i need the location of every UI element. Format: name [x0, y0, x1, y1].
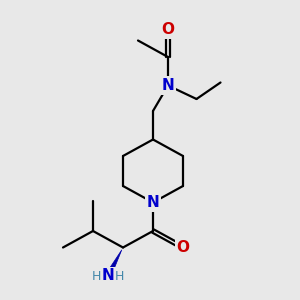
Text: N: N	[147, 195, 159, 210]
Text: H: H	[92, 269, 101, 283]
Text: O: O	[176, 240, 190, 255]
Text: O: O	[161, 22, 175, 38]
Text: N: N	[102, 268, 114, 284]
Text: H: H	[115, 269, 124, 283]
Text: N: N	[162, 78, 174, 93]
Polygon shape	[105, 250, 122, 278]
